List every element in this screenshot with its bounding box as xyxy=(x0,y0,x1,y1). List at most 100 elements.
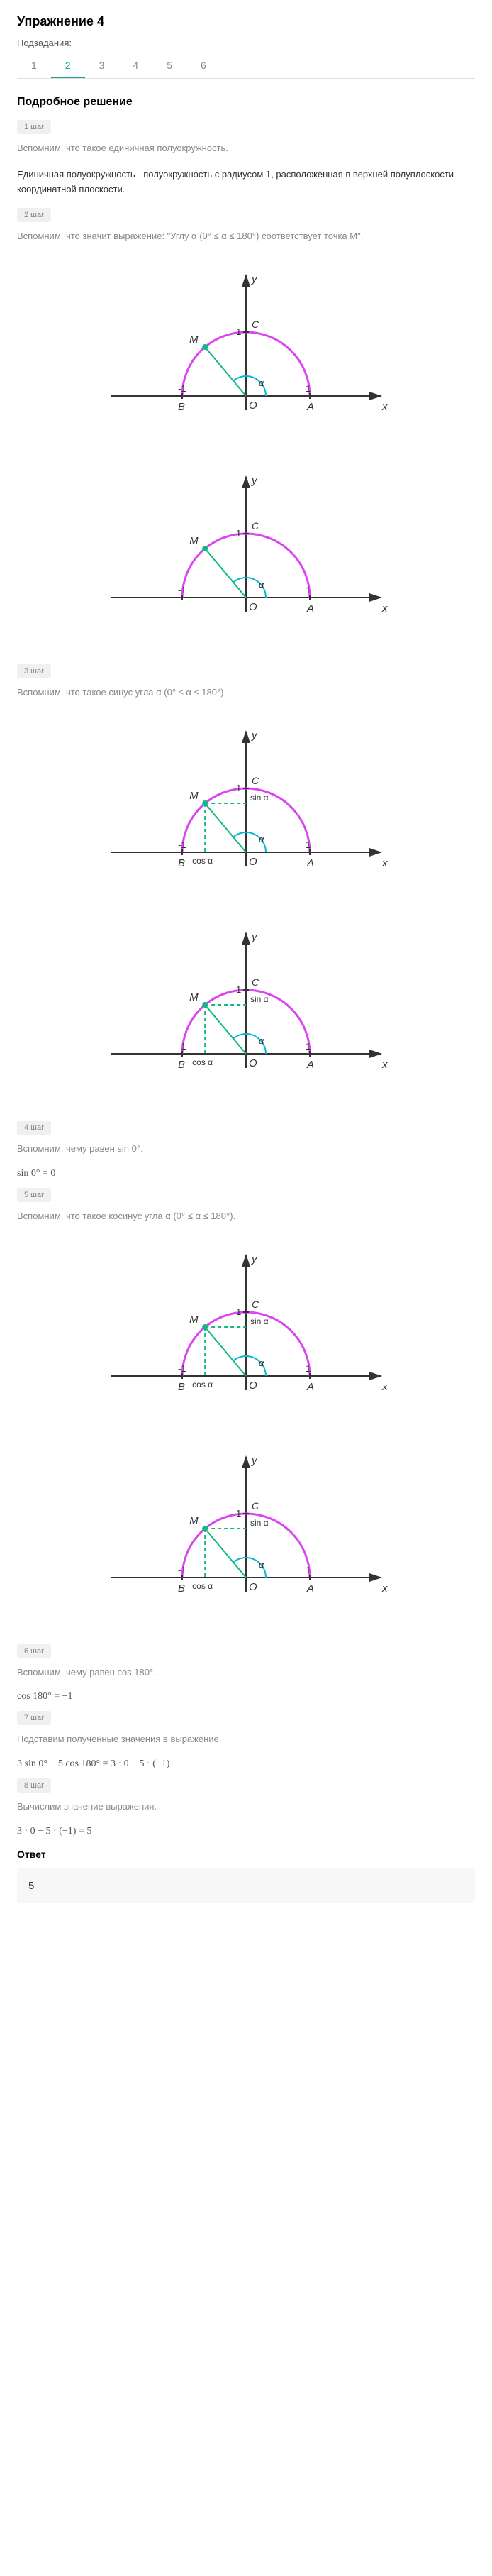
svg-text:B: B xyxy=(178,1583,185,1595)
svg-text:B: B xyxy=(178,401,185,413)
svg-text:M: M xyxy=(189,790,199,802)
svg-text:cos α: cos α xyxy=(192,856,213,866)
svg-text:A: A xyxy=(306,857,314,869)
svg-text:y: y xyxy=(251,730,258,742)
step-3-text-1: Вспомним, что такое синус угла α (0° ≤ α… xyxy=(17,686,475,700)
step-5-badge: 5 шаг xyxy=(17,1188,51,1202)
svg-text:-1: -1 xyxy=(178,1565,186,1575)
svg-text:x: x xyxy=(381,1583,388,1595)
svg-text:1: 1 xyxy=(306,1363,311,1374)
tab-3[interactable]: 3 xyxy=(85,54,119,78)
svg-text:O: O xyxy=(249,1581,257,1593)
step-7-badge: 7 шаг xyxy=(17,1711,51,1725)
answer-label: Ответ xyxy=(17,1849,475,1860)
svg-text:α: α xyxy=(259,378,264,388)
svg-text:1: 1 xyxy=(306,585,311,595)
svg-text:C: C xyxy=(252,1500,259,1512)
step-2-badge: 2 шаг xyxy=(17,208,51,222)
svg-text:cos α: cos α xyxy=(192,1581,213,1591)
svg-text:M: M xyxy=(189,1515,199,1527)
svg-text:-1: -1 xyxy=(178,1363,186,1374)
svg-text:O: O xyxy=(249,1380,257,1392)
diagram-2: αyxC1M-11AO xyxy=(17,463,475,647)
step-4-badge: 4 шаг xyxy=(17,1121,51,1135)
diagram-3: αsin αcos αyxC1M-11BAO xyxy=(17,717,475,902)
subtasks-label: Подзадания: xyxy=(17,38,475,48)
svg-text:C: C xyxy=(252,775,259,786)
svg-text:O: O xyxy=(249,856,257,868)
step-6-badge: 6 шаг xyxy=(17,1644,51,1658)
step-5-text-1: Вспомним, что такое косинус угла α (0° ≤… xyxy=(17,1209,475,1224)
step-8-badge: 8 шаг xyxy=(17,1778,51,1793)
svg-text:M: M xyxy=(189,535,199,547)
svg-text:sin α: sin α xyxy=(250,1518,269,1528)
svg-text:O: O xyxy=(249,400,257,412)
step-3-badge: 3 шаг xyxy=(17,664,51,678)
step-8-formula: 3 · 0 − 5 · (−1) = 5 xyxy=(17,1826,475,1837)
svg-text:y: y xyxy=(251,931,258,943)
step-7-formula: 3 sin 0° − 5 cos 180° = 3 · 0 − 5 · (−1) xyxy=(17,1758,475,1770)
step-4-formula: sin 0° = 0 xyxy=(17,1168,475,1179)
tab-5[interactable]: 5 xyxy=(152,54,186,78)
svg-text:M: M xyxy=(189,334,199,346)
svg-text:-1: -1 xyxy=(178,1041,186,1052)
svg-text:C: C xyxy=(252,520,259,532)
svg-text:C: C xyxy=(252,976,259,988)
svg-text:A: A xyxy=(306,1583,314,1595)
step-2-text-1: Вспомним, что значит выражение: "Углу α … xyxy=(17,229,475,244)
tab-6[interactable]: 6 xyxy=(186,54,220,78)
svg-text:-1: -1 xyxy=(178,383,186,394)
svg-text:O: O xyxy=(249,601,257,613)
svg-text:A: A xyxy=(306,602,314,615)
svg-text:sin α: sin α xyxy=(250,994,269,1004)
svg-text:B: B xyxy=(178,857,185,869)
diagram-4: αsin αcos αyxC1M-11BAO xyxy=(17,919,475,1103)
svg-text:y: y xyxy=(251,1253,258,1265)
svg-text:1: 1 xyxy=(236,984,241,995)
svg-text:M: M xyxy=(189,1314,199,1326)
svg-text:1: 1 xyxy=(306,840,311,850)
svg-text:x: x xyxy=(381,857,388,869)
diagram-1: αyxC1M-11BAO xyxy=(17,261,475,446)
svg-text:cos α: cos α xyxy=(192,1380,213,1389)
svg-text:1: 1 xyxy=(236,783,241,793)
svg-text:y: y xyxy=(251,1455,258,1467)
svg-text:x: x xyxy=(381,602,388,615)
svg-text:1: 1 xyxy=(236,528,241,539)
svg-text:1: 1 xyxy=(306,1041,311,1052)
svg-text:α: α xyxy=(259,1559,264,1570)
svg-text:sin α: sin α xyxy=(250,1316,269,1326)
svg-text:x: x xyxy=(381,1059,388,1071)
svg-text:1: 1 xyxy=(236,326,241,337)
svg-text:M: M xyxy=(189,991,199,1003)
step-8-text-1: Вычислим значение выражения. xyxy=(17,1800,475,1815)
svg-text:x: x xyxy=(381,1381,388,1393)
tab-4[interactable]: 4 xyxy=(118,54,152,78)
svg-text:y: y xyxy=(251,273,258,285)
svg-text:B: B xyxy=(178,1059,185,1071)
svg-text:-1: -1 xyxy=(178,585,186,595)
section-heading: Подробное решение xyxy=(17,96,475,109)
svg-text:1: 1 xyxy=(306,383,311,394)
svg-text:1: 1 xyxy=(236,1508,241,1519)
svg-text:cos α: cos α xyxy=(192,1057,213,1067)
svg-text:C: C xyxy=(252,1299,259,1310)
svg-text:B: B xyxy=(178,1381,185,1393)
svg-text:1: 1 xyxy=(306,1565,311,1575)
svg-text:y: y xyxy=(251,475,258,487)
svg-text:x: x xyxy=(381,401,388,413)
svg-text:A: A xyxy=(306,401,314,413)
svg-text:α: α xyxy=(259,1358,264,1368)
svg-text:C: C xyxy=(252,319,259,330)
tab-1[interactable]: 1 xyxy=(17,54,51,78)
step-7-text-1: Подставим полученные значения в выражени… xyxy=(17,1732,475,1747)
svg-text:α: α xyxy=(259,579,264,590)
tabs-row: 1 2 3 4 5 6 xyxy=(17,54,475,79)
step-6-text-1: Вспомним, чему равен cos 180°. xyxy=(17,1666,475,1680)
svg-text:A: A xyxy=(306,1059,314,1071)
svg-text:1: 1 xyxy=(236,1306,241,1317)
tab-2[interactable]: 2 xyxy=(51,54,85,78)
step-1-text-1: Вспомним, что такое единичная полуокружн… xyxy=(17,141,475,156)
svg-text:O: O xyxy=(249,1057,257,1069)
svg-text:sin α: sin α xyxy=(250,793,269,803)
